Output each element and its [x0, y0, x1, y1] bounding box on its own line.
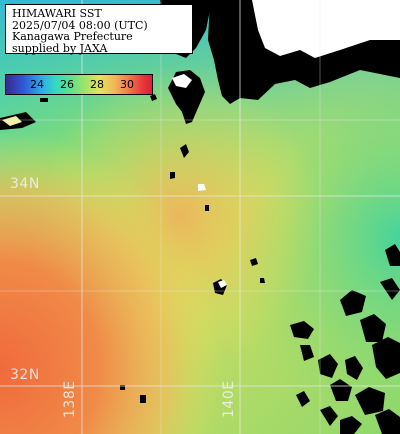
colorbar-tick-30: 30	[120, 78, 134, 91]
longitude-label-140e: 140E	[221, 380, 237, 418]
colorbar-tick-28: 28	[90, 78, 104, 91]
credit-text: supplied by JAXA	[12, 41, 108, 55]
title-box: HIMAWARI SST 2025/07/04 08:00 (UTC) Kana…	[5, 4, 193, 54]
latitude-label-32n: 32N	[10, 367, 40, 383]
no-data-mask	[2, 0, 400, 288]
longitude-label-138e: 138E	[62, 380, 78, 418]
timestamp-text: 2025/07/04 08:00 (UTC)	[12, 18, 148, 32]
title-text: HIMAWARI SST	[12, 7, 102, 20]
latitude-label-34n: 34N	[10, 176, 40, 192]
colorbar-tick-26: 26	[60, 78, 74, 91]
temperature-colorbar: 24 26 28 30	[5, 74, 153, 95]
colorbar-tick-24: 24	[30, 78, 44, 91]
region-text: Kanagawa Prefecture	[12, 30, 133, 43]
